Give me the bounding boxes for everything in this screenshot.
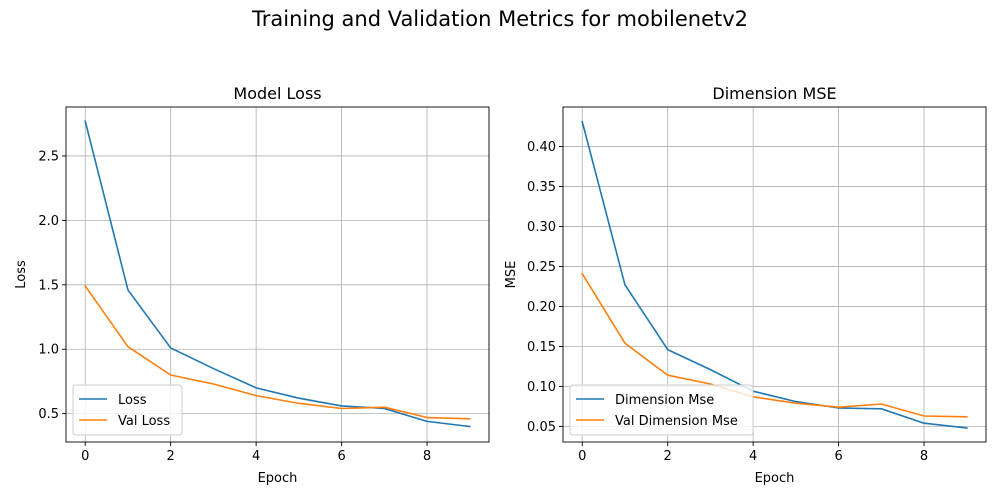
chart2-ytick-label: 0.25: [527, 260, 556, 275]
chart2-legend-frame: [569, 384, 754, 436]
chart1-xtick-label: 2: [167, 449, 175, 464]
chart1-xtick-label: 6: [337, 449, 345, 464]
figure-suptitle: Training and Validation Metrics for mobi…: [251, 7, 748, 31]
chart2-plot-frame: [562, 106, 987, 443]
chart1-legend-label-2: Val Loss: [118, 414, 170, 429]
chart1-ylabel: Loss: [14, 260, 29, 289]
chart2-xtick-label: 6: [834, 449, 842, 464]
chart1-legend-label-1: Loss: [118, 393, 147, 408]
chart2-axes: 0 2 4 6 8 0.05 0.10 0.15 0.20 0.25 0.30 0.35 0.40 Dim…: [504, 84, 987, 486]
chart1-ytick-label: 1.5: [38, 278, 59, 293]
chart2-xtick-label: 8: [920, 449, 928, 464]
chart1-xtick-label: 4: [252, 449, 260, 464]
chart2-ytick-label: 0.20: [527, 300, 556, 315]
chart1-legend-frame: [72, 384, 183, 436]
chart2-legend-label-2: Val Dimension Mse: [615, 414, 738, 429]
chart1-plot-frame: [65, 106, 490, 443]
chart2-ytick-label: 0.05: [527, 420, 556, 435]
chart1-ytick-label: 2.0: [38, 214, 59, 229]
chart2-ytick-label: 0.10: [527, 380, 556, 395]
chart1-xlabel: Epoch: [258, 471, 298, 486]
chart1-ytick-label: 1.0: [38, 343, 59, 358]
chart1-ytick-label: 0.5: [38, 407, 59, 422]
chart2-ylabel: MSE: [504, 261, 519, 289]
chart1-ytick-label: 2.5: [38, 149, 59, 164]
chart2-xtick-label: 4: [749, 449, 757, 464]
chart1-series-1-line: [84, 120, 471, 428]
chart1-series-2-line: [84, 284, 471, 420]
chart2-ytick-label: 0.40: [527, 140, 556, 155]
chart2-legend-label-1: Dimension Mse: [615, 393, 714, 408]
chart2-series-2-line: [581, 272, 968, 418]
chart2-ytick-label: 0.35: [527, 180, 556, 195]
chart2-xtick-label: 2: [664, 449, 672, 464]
chart1-xtick-label: 0: [81, 449, 89, 464]
chart2-ytick-label: 0.15: [527, 340, 556, 355]
chart2-legend: Dimension Mse Val Dimension Mse: [569, 384, 754, 436]
chart2-xlabel: Epoch: [755, 471, 795, 486]
chart2-xtick-label: 0: [578, 449, 586, 464]
chart1-xtick-label: 8: [423, 449, 431, 464]
chart1-title: Model Loss: [233, 84, 321, 103]
chart2-series-1-line: [581, 120, 968, 429]
chart2-title: Dimension MSE: [712, 84, 836, 103]
chart1-legend: Loss Val Loss: [72, 384, 183, 436]
chart2-ytick-label: 0.30: [527, 220, 556, 235]
